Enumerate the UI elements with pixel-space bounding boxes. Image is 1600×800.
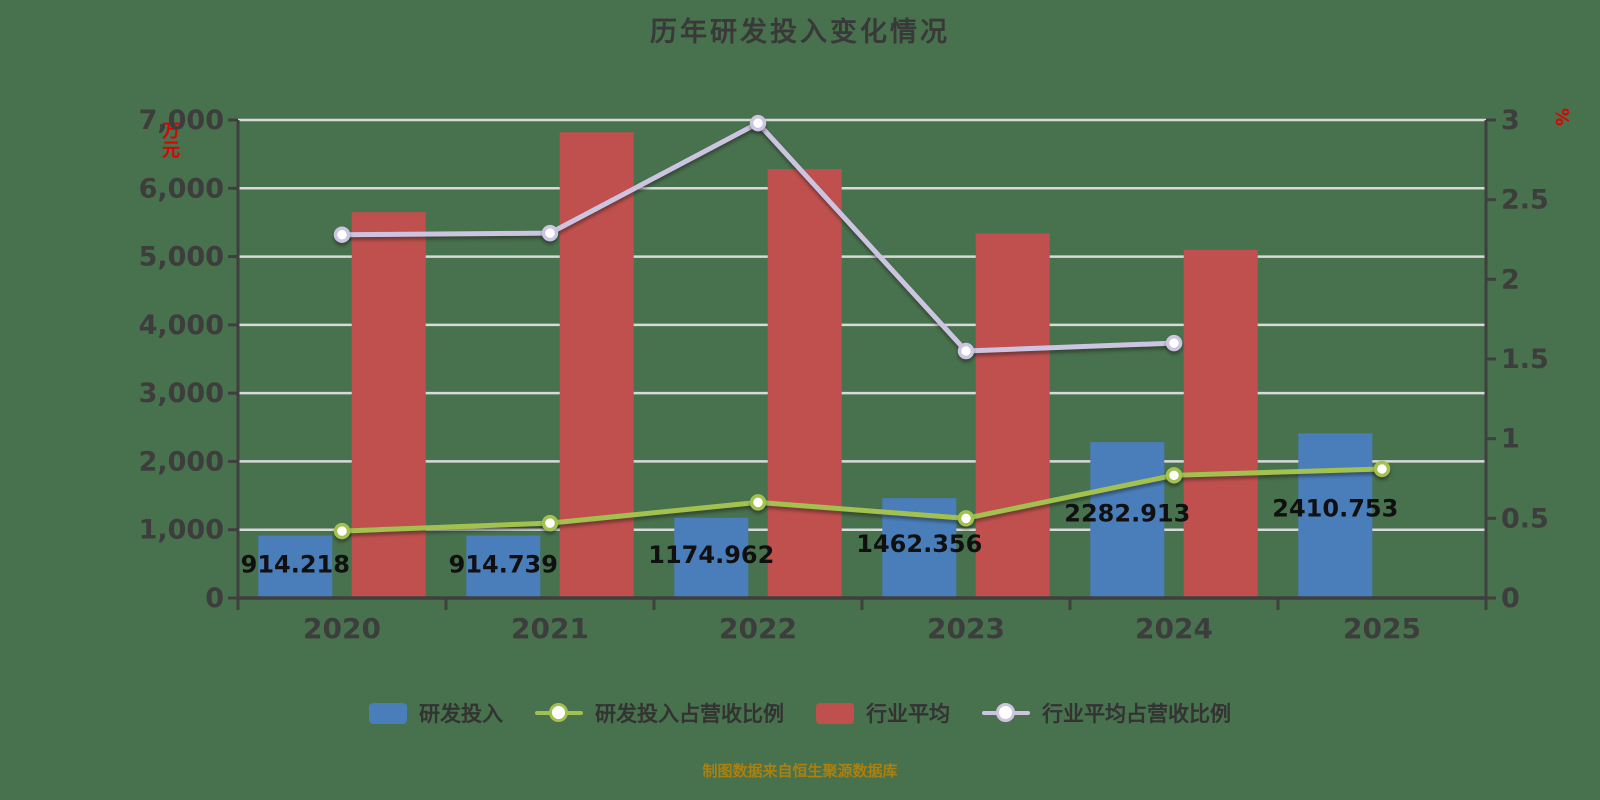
bar-value-label: 1462.356 — [856, 530, 982, 558]
left-axis-tick-label: 0 — [205, 583, 224, 614]
bar-value-label: 1174.962 — [648, 541, 774, 569]
right-axis-tick-label: 3 — [1501, 105, 1520, 136]
legend-item-rd-investment[interactable]: 研发投入 — [369, 698, 503, 728]
rd-investment-bar-2025[interactable] — [1298, 433, 1373, 598]
rd-investment-bar-2024[interactable] — [1090, 442, 1165, 598]
bar-value-label: 914.218 — [241, 551, 350, 579]
right-axis-tick-label: 0.5 — [1501, 503, 1549, 534]
x-axis-label: 2021 — [511, 612, 589, 645]
legend-line-dot — [996, 703, 1015, 722]
legend-label: 研发投入 — [419, 702, 503, 726]
industry-ratio-point-2021[interactable] — [541, 224, 559, 242]
legend-item-industry-ratio[interactable]: 行业平均占营收比例 — [982, 698, 1231, 728]
industry-avg-bar-2021[interactable] — [559, 132, 634, 598]
legend-line-dot — [549, 703, 568, 722]
industry-avg-bar-2020[interactable] — [351, 212, 426, 598]
industry-ratio-point-2020[interactable] — [333, 226, 351, 243]
x-axis-label: 2023 — [927, 612, 1005, 645]
legend-label: 行业平均占营收比例 — [1042, 702, 1231, 726]
data-source-caption: 制图数据来自恒生聚源数据库 — [702, 762, 898, 780]
left-axis-tick-label: 7,000 — [139, 105, 224, 136]
legend: 研发投入 研发投入占营收比例 行业平均 行业平均占营收比例 — [0, 698, 1600, 728]
right-axis-tick-label: 2.5 — [1501, 185, 1549, 216]
left-axis-unit: 万元 — [159, 121, 180, 159]
left-axis-tick-label: 5,000 — [139, 242, 224, 273]
right-axis-tick-label: 2 — [1501, 264, 1520, 295]
left-axis-tick-label: 1,000 — [139, 515, 224, 546]
industry-ratio-point-2024[interactable] — [1165, 334, 1183, 352]
industry-avg-bar-2022[interactable] — [767, 169, 842, 598]
legend-label: 研发投入占营收比例 — [595, 702, 784, 726]
right-axis-unit: % — [1551, 108, 1572, 127]
x-axis-label: 2020 — [303, 612, 381, 645]
rd-ratio-point-2021[interactable] — [541, 514, 559, 532]
left-axis-tick-label: 4,000 — [139, 310, 224, 341]
industry-ratio-point-2023[interactable] — [957, 342, 975, 360]
industry-avg-bar-2024[interactable] — [1183, 249, 1258, 598]
left-axis-tick-label: 3,000 — [139, 378, 224, 409]
industry-avg-bar-2023[interactable] — [975, 233, 1050, 598]
right-axis-tick-label: 0 — [1501, 583, 1520, 614]
rd-ratio-point-2020[interactable] — [333, 522, 351, 540]
rd-ratio-line-marker-icon — [535, 703, 583, 723]
bar-value-label: 2410.753 — [1272, 494, 1398, 522]
rd-ratio-point-2022[interactable] — [749, 494, 767, 511]
left-axis-tick-label: 2,000 — [139, 446, 224, 477]
industry-avg-swatch-icon — [816, 702, 854, 724]
rd-ratio-line[interactable] — [339, 466, 1385, 534]
rd-investment-swatch-icon — [369, 702, 407, 724]
industry-ratio-point-2022[interactable] — [749, 114, 767, 132]
legend-item-rd-ratio[interactable]: 研发投入占营收比例 — [535, 698, 784, 728]
x-axis-label: 2022 — [719, 612, 797, 645]
legend-item-industry-avg[interactable]: 行业平均 — [816, 698, 950, 728]
chart-title: 历年研发投入变化情况 — [650, 17, 950, 48]
industry-ratio-line-marker-icon — [982, 703, 1030, 723]
rd-ratio-point-2025[interactable] — [1373, 460, 1391, 478]
x-axis-label: 2025 — [1343, 612, 1421, 645]
rd-investment-bar-2022[interactable] — [674, 517, 749, 598]
rd-ratio-point-2024[interactable] — [1165, 467, 1183, 484]
right-axis-tick-label: 1.5 — [1501, 344, 1549, 375]
rd-investment-bar-2020[interactable] — [258, 535, 333, 598]
x-axis-label: 2024 — [1135, 612, 1213, 645]
right-axis-tick-label: 1 — [1501, 424, 1520, 455]
bar-value-label: 2282.913 — [1064, 499, 1190, 527]
left-axis-tick-label: 6,000 — [139, 173, 224, 204]
rd-investment-bar-2021[interactable] — [466, 535, 541, 598]
legend-label: 行业平均 — [866, 702, 950, 726]
bar-value-label: 914.739 — [449, 551, 558, 579]
rd-ratio-point-2023[interactable] — [957, 510, 975, 527]
